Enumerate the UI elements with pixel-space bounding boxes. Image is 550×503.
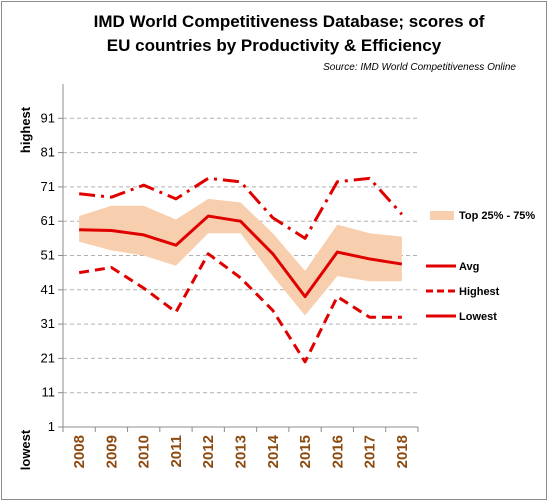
y-axis-label-highest: highest <box>18 106 33 153</box>
y-tick-label-31: 31 <box>41 316 55 331</box>
band-layer <box>79 198 402 316</box>
axes <box>58 84 419 432</box>
series-line-avg <box>79 214 403 299</box>
title-line-2: EU countries by Productivity & Efficienc… <box>107 36 442 55</box>
y-tick-label-1: 1 <box>48 419 55 434</box>
source-note: Source: IMD World Competitiveness Online <box>323 62 516 73</box>
x-tick-label-2015: 2015 <box>297 435 314 468</box>
x-tick-label-2010: 2010 <box>136 435 153 468</box>
x-tick-label-2014: 2014 <box>265 434 282 468</box>
legend-label-highest: Highest <box>459 286 500 298</box>
series-line-lowest <box>78 176 403 240</box>
x-tick-label-2012: 2012 <box>200 435 217 468</box>
y-tick-label-11: 11 <box>42 385 56 400</box>
x-tick-label-2009: 2009 <box>103 435 120 468</box>
x-tick-label-2016: 2016 <box>329 435 346 468</box>
x-tick-label-2008: 2008 <box>71 435 88 468</box>
x-tick-label-2017: 2017 <box>362 435 379 468</box>
legend-swatch-band <box>430 211 454 220</box>
y-axis-label-lowest: lowest <box>18 429 33 470</box>
x-tick-label-2018: 2018 <box>394 435 411 468</box>
y-tick-label-81: 81 <box>41 145 55 160</box>
x-tick-label-2013: 2013 <box>233 435 250 468</box>
y-tick-label-21: 21 <box>41 350 55 365</box>
y-tick-label-51: 51 <box>41 248 55 263</box>
series-layer <box>78 176 403 364</box>
x-tick-label-2011: 2011 <box>168 435 185 468</box>
title-line-1: IMD World Competitiveness Database; scor… <box>94 12 485 31</box>
band-top-25-75 <box>79 198 402 316</box>
legend-label-band: Top 25% - 75% <box>459 210 535 222</box>
x-tick-labels: 2008 2009 2010 2011 2012 2013 2014 2015 2016 2017… <box>71 434 411 468</box>
y-tick-label-41: 41 <box>41 282 55 297</box>
y-tick-label-61: 61 <box>41 213 55 228</box>
legend-label-avg: Avg <box>459 261 479 273</box>
y-tick-label-91: 91 <box>41 110 55 125</box>
legend: Top 25% - 75% Avg Highest Lowest <box>426 210 535 323</box>
chart-title: IMD World Competitiveness Database; scor… <box>94 12 485 55</box>
y-tick-label-71: 71 <box>41 179 55 194</box>
legend-label-lowest: Lowest <box>459 311 497 323</box>
